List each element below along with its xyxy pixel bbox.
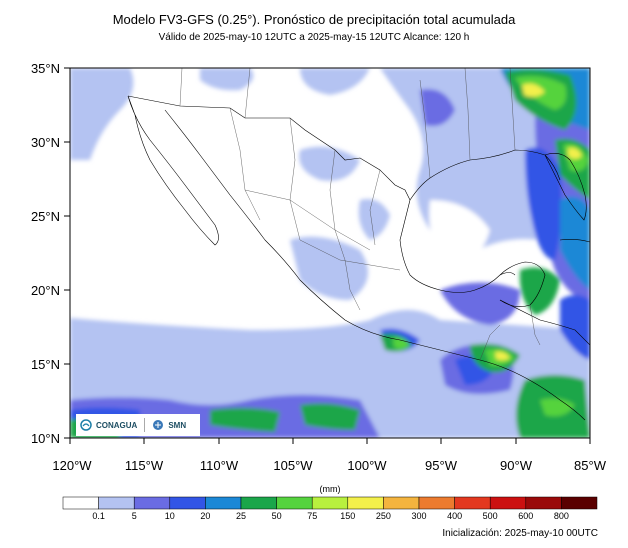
colorbar-label: 500 — [483, 511, 498, 521]
colorbar-label: 25 — [236, 511, 246, 521]
colorbar-label: 800 — [554, 511, 569, 521]
lat-label: 20°N — [31, 283, 60, 298]
colorbar-label: 20 — [200, 511, 210, 521]
longitude-labels: 120°W 115°W 110°W 105°W 100°W 95°W 90°W … — [52, 458, 606, 473]
lat-label: 25°N — [31, 209, 60, 224]
smn-logo-icon — [153, 420, 164, 430]
colorbar-segment — [62, 496, 99, 510]
colorbar-label: 300 — [411, 511, 426, 521]
colorbar-segment — [383, 496, 420, 510]
colorbar-label: 600 — [518, 511, 533, 521]
colorbar-units: (mm) — [319, 484, 341, 494]
colorbar-segment — [276, 496, 313, 510]
conagua-logo-icon — [80, 419, 92, 431]
map-frame — [69, 67, 591, 439]
lon-label: 105°W — [273, 458, 313, 473]
lat-label: 30°N — [31, 135, 60, 150]
state-borders — [179, 68, 541, 361]
lat-label: 10°N — [31, 431, 60, 446]
colorbar-label: 250 — [376, 511, 391, 521]
colorbar-segment — [561, 496, 598, 510]
logo-strip: CONAGUA SMN — [76, 414, 200, 436]
coastlines — [127, 95, 590, 421]
colorbar-label: 0.1 — [92, 511, 105, 521]
lon-label: 100°W — [347, 458, 387, 473]
colorbar-segment — [311, 496, 349, 510]
lon-label: 90°W — [500, 458, 533, 473]
colorbar-label: 150 — [340, 511, 355, 521]
logo-divider — [144, 418, 146, 432]
map-area — [70, 68, 590, 438]
colorbar-segment — [169, 496, 206, 510]
colorbar-segment — [133, 496, 171, 510]
lon-label: 85°W — [574, 458, 607, 473]
colorbar-segment — [525, 496, 562, 510]
lon-label: 95°W — [425, 458, 458, 473]
smn-logo-text: SMN — [168, 420, 187, 430]
colorbar-segment — [240, 496, 277, 510]
lat-label: 35°N — [31, 61, 60, 76]
map-subtitle: Válido de 2025-may-10 12UTC a 2025-may-1… — [158, 32, 470, 43]
colorbar-segment — [98, 496, 135, 510]
colorbar-segment — [347, 496, 384, 510]
colorbar-segment — [489, 496, 527, 510]
lon-label: 115°W — [125, 458, 164, 473]
colorbar-label: 10 — [165, 511, 175, 521]
lon-label: 110°W — [200, 458, 239, 473]
initialization-time: Inicialización: 2025-may-10 00UTC — [442, 528, 598, 539]
colorbar-label: 50 — [272, 511, 282, 521]
colorbar-label: 5 — [132, 511, 137, 521]
colorbar-label: 75 — [307, 511, 317, 521]
map-title: Modelo FV3-GFS (0.25°). Pronóstico de pr… — [112, 12, 516, 27]
colorbar-segment — [205, 496, 242, 510]
precipitation-field — [70, 68, 590, 438]
conagua-logo-text: CONAGUA — [96, 420, 138, 430]
lon-label: 120°W — [52, 458, 92, 473]
colorbar-segment — [454, 496, 491, 510]
colorbar-segment — [418, 496, 455, 510]
latitude-labels: 35°N 30°N 25°N 20°N 15°N 10°N — [31, 61, 60, 446]
colorbar-label: 400 — [447, 511, 462, 521]
colorbar: 0.1 5 10 20 25 50 75 150 250 300 400 500 600 800 — [62, 496, 598, 521]
lat-label: 15°N — [31, 357, 60, 372]
axis-ticks — [64, 67, 591, 444]
